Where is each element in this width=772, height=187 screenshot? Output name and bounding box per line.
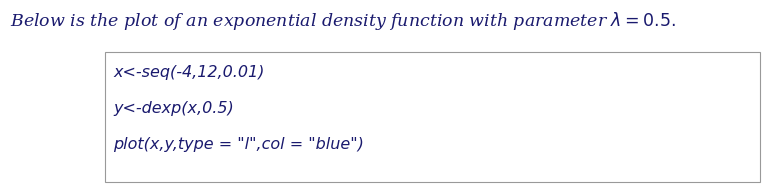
Text: plot(x,y,type = "l",col = "blue"): plot(x,y,type = "l",col = "blue")	[113, 137, 364, 152]
Text: y<-dexp(x,0.5): y<-dexp(x,0.5)	[113, 101, 234, 116]
Bar	[105, 52, 760, 182]
Text: x<-seq(-4,12,0.01): x<-seq(-4,12,0.01)	[113, 65, 264, 80]
Text: Below is the plot of an exponential density function with parameter $\lambda = 0: Below is the plot of an exponential dens…	[10, 10, 675, 32]
